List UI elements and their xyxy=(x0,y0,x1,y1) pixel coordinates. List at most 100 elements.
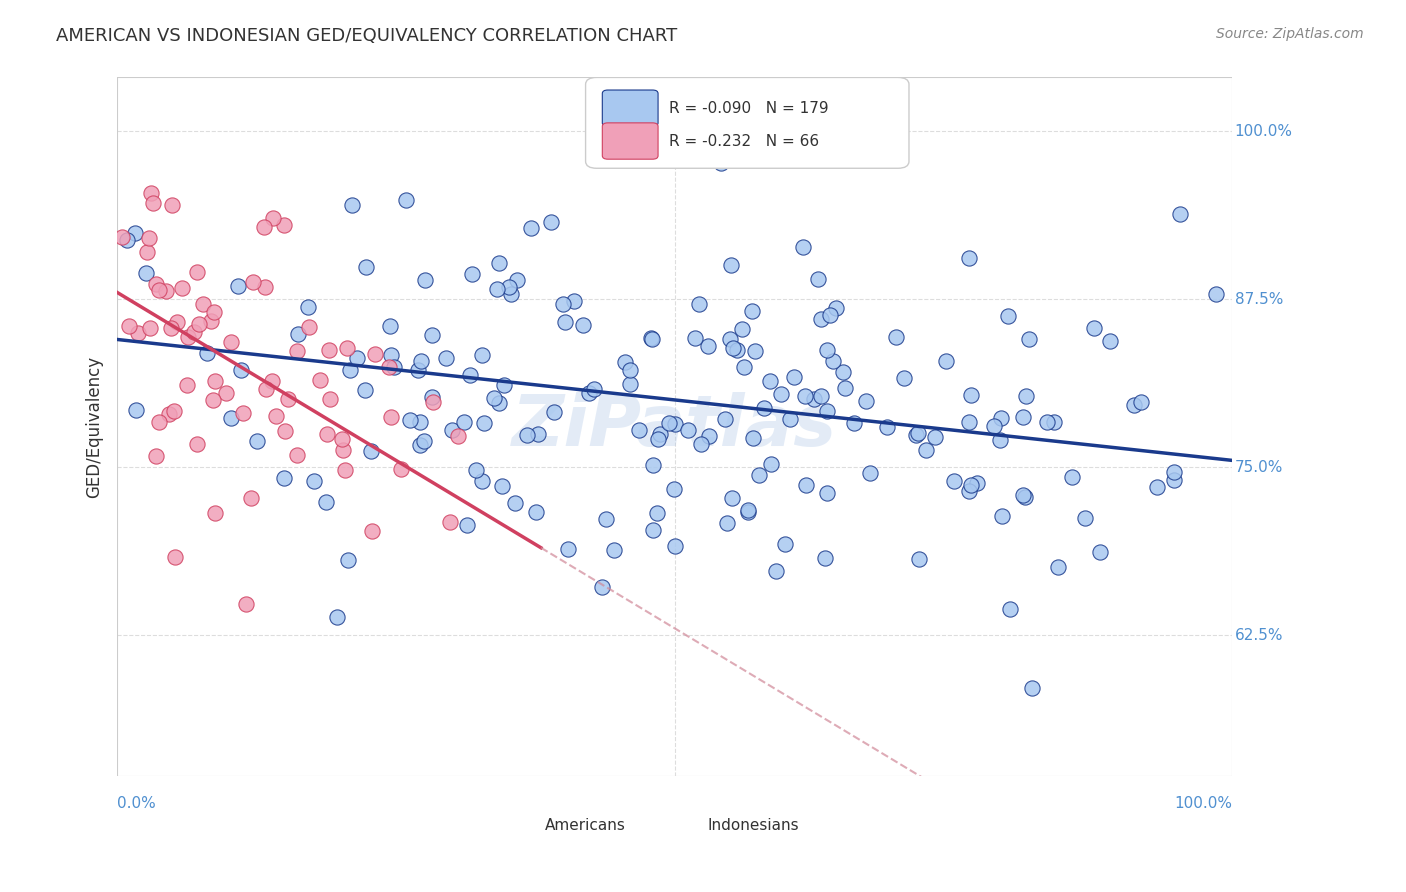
Point xyxy=(188,318,211,332)
Point xyxy=(650,144,672,158)
Point xyxy=(382,359,405,374)
Point xyxy=(966,476,988,491)
Point xyxy=(557,542,579,557)
Point xyxy=(647,432,669,446)
Point xyxy=(195,346,218,360)
Point xyxy=(124,227,146,241)
Point xyxy=(378,359,401,374)
Point xyxy=(893,371,915,385)
Point xyxy=(333,462,356,476)
Point xyxy=(124,402,146,417)
Point xyxy=(139,320,162,334)
Point xyxy=(503,496,526,510)
Point xyxy=(960,478,983,492)
Point xyxy=(720,491,742,505)
Point xyxy=(471,474,494,488)
Point xyxy=(111,229,134,244)
Text: ZiPatlas: ZiPatlas xyxy=(512,392,838,461)
Point xyxy=(591,580,613,594)
Point xyxy=(595,512,617,526)
Point xyxy=(737,505,759,519)
Point xyxy=(315,427,337,442)
Point xyxy=(285,344,308,359)
Point xyxy=(1168,207,1191,221)
Point xyxy=(148,283,170,297)
Point xyxy=(285,448,308,462)
Text: 100.0%: 100.0% xyxy=(1234,124,1292,138)
FancyBboxPatch shape xyxy=(602,90,658,127)
Point xyxy=(315,495,337,509)
Point xyxy=(242,275,264,289)
Point xyxy=(472,416,495,430)
Point xyxy=(524,505,547,519)
Point xyxy=(908,551,931,566)
Point xyxy=(160,197,183,211)
Text: R = -0.090   N = 179: R = -0.090 N = 179 xyxy=(669,101,830,116)
Point xyxy=(676,424,699,438)
Point xyxy=(139,186,162,201)
Point xyxy=(1014,490,1036,504)
Point xyxy=(499,287,522,301)
Point xyxy=(494,377,516,392)
Point xyxy=(391,462,413,476)
Point xyxy=(239,491,262,506)
Text: Source: ZipAtlas.com: Source: ZipAtlas.com xyxy=(1216,27,1364,41)
Point xyxy=(814,550,837,565)
Point xyxy=(957,483,980,498)
Point xyxy=(960,387,983,401)
Point xyxy=(354,260,377,275)
Point xyxy=(810,389,832,403)
Point xyxy=(554,315,576,329)
Point xyxy=(527,427,550,442)
Point xyxy=(725,343,748,357)
Point xyxy=(160,321,183,335)
Point xyxy=(229,363,252,377)
Point xyxy=(326,610,349,624)
Point xyxy=(1021,681,1043,695)
Point xyxy=(907,426,929,441)
Point xyxy=(759,374,782,388)
Point xyxy=(983,418,1005,433)
Point xyxy=(904,428,927,442)
Point xyxy=(1146,480,1168,494)
Point xyxy=(614,355,637,369)
Point xyxy=(602,542,624,557)
Point xyxy=(713,412,735,426)
Point xyxy=(166,315,188,329)
Point xyxy=(380,410,402,425)
Point xyxy=(988,434,1011,448)
Point xyxy=(186,265,208,279)
FancyBboxPatch shape xyxy=(602,123,658,159)
Point xyxy=(924,430,946,444)
Point xyxy=(662,482,685,496)
Point xyxy=(127,326,149,340)
Point xyxy=(253,219,276,234)
Point xyxy=(298,320,321,334)
Point xyxy=(440,423,463,437)
Point xyxy=(855,393,877,408)
Point xyxy=(737,502,759,516)
Point xyxy=(783,370,806,384)
Point xyxy=(815,486,838,500)
Point xyxy=(619,377,641,392)
Point xyxy=(115,233,138,247)
Point xyxy=(803,392,825,406)
Point xyxy=(543,405,565,419)
Point xyxy=(420,328,443,343)
Point xyxy=(1018,332,1040,346)
Point xyxy=(794,478,817,492)
Point xyxy=(406,362,429,376)
Point xyxy=(506,273,529,287)
Point xyxy=(1000,602,1022,616)
Point xyxy=(361,524,384,538)
Point xyxy=(640,331,662,345)
Point xyxy=(821,354,844,368)
Point xyxy=(990,411,1012,425)
Point xyxy=(710,156,733,170)
Point xyxy=(155,284,177,298)
Point xyxy=(204,375,226,389)
Point xyxy=(519,220,541,235)
Point xyxy=(731,322,754,336)
Point xyxy=(191,297,214,311)
Point xyxy=(409,354,432,368)
